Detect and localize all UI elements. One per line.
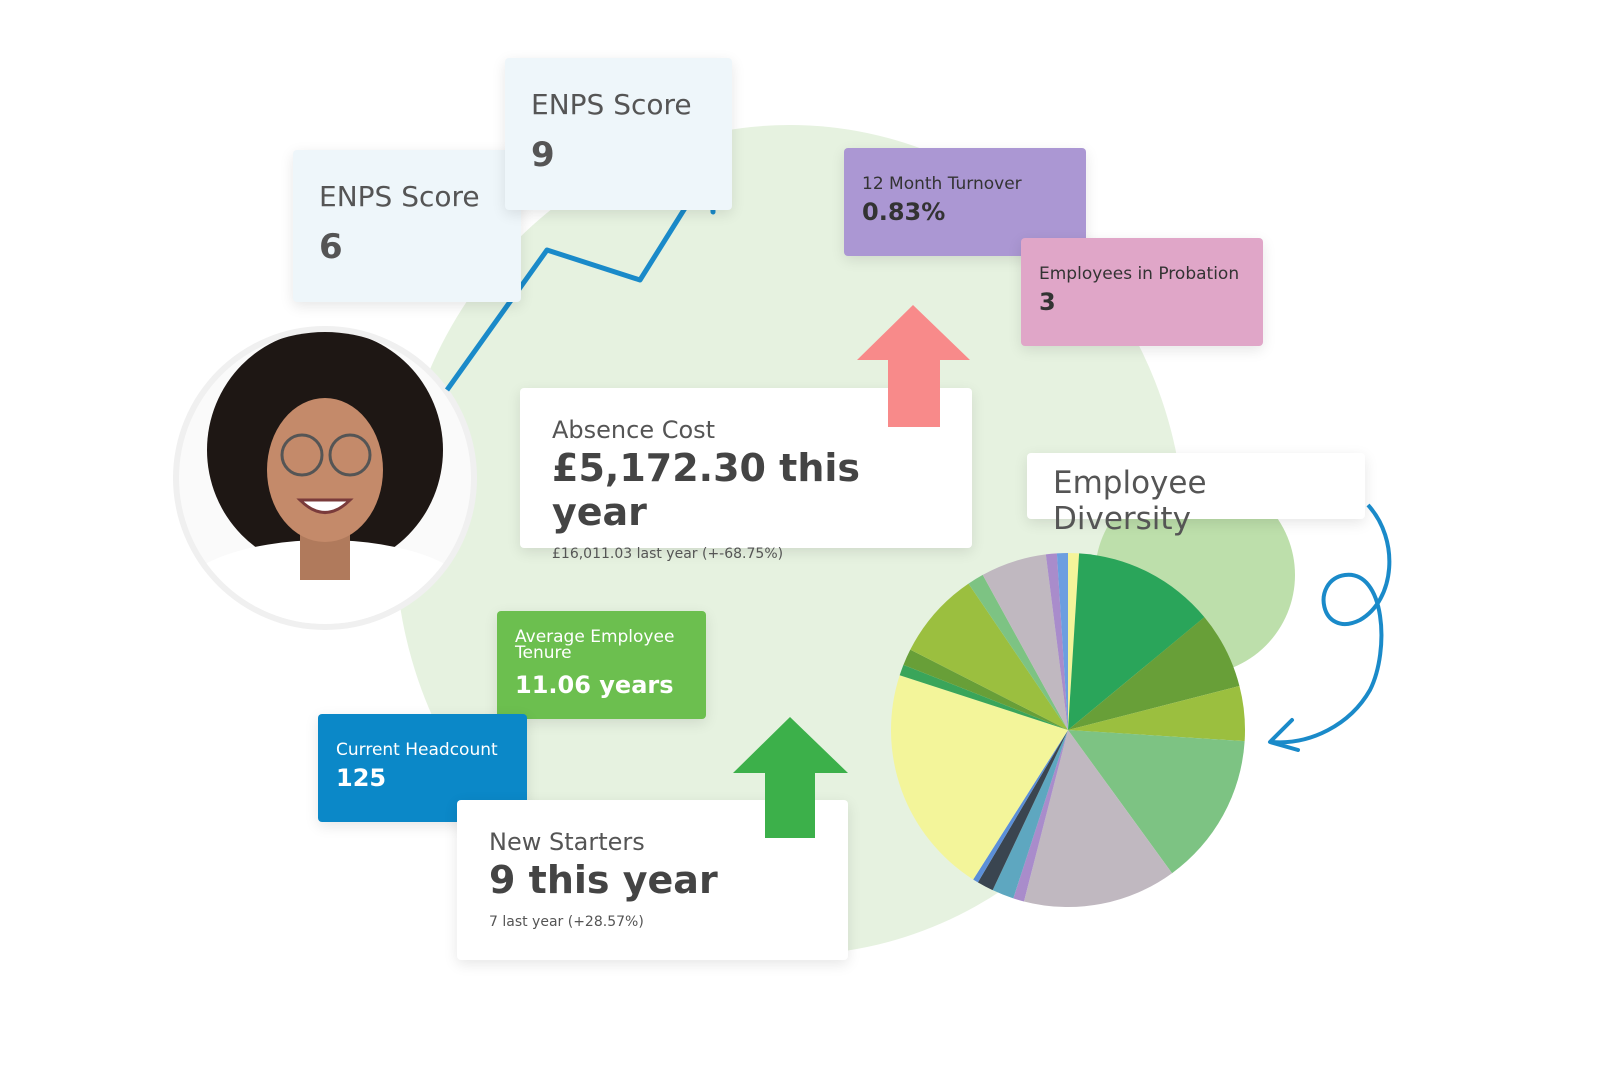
card-note: £16,011.03 last year (+-68.75%) (552, 546, 784, 562)
shirt (179, 540, 471, 624)
card-value: £5,172.30 this year (552, 446, 861, 534)
card-value: 9 (531, 135, 555, 175)
tenure-card: Average Employee Tenure 11.06 years (497, 611, 706, 719)
diversity-title-card: Employee Diversity (1027, 453, 1365, 537)
turnover-card: 12 Month Turnover 0.83% (844, 148, 1086, 256)
glasses-right (328, 433, 372, 477)
chart-title: Employee Diversity (1053, 465, 1207, 537)
card-value: 11.06 years (515, 671, 674, 699)
card-note: 7 last year (+28.57%) (489, 914, 644, 930)
card-value: 0.83% (862, 198, 946, 226)
glasses-left (280, 433, 324, 477)
trend-line (444, 163, 715, 392)
starters-card: New Starters 9 this year 7 last year (+2… (457, 800, 848, 960)
face (267, 398, 383, 542)
enps-previous-card: ENPS Score 6 (293, 150, 521, 302)
card-label: New Starters (489, 828, 645, 856)
card-label: Current Headcount (336, 740, 498, 760)
card-value: 6 (319, 227, 343, 267)
card-value: 125 (336, 764, 387, 792)
enps-current-card: ENPS Score 9 (505, 58, 732, 210)
card-value: 3 (1039, 288, 1056, 316)
card-label: Average Employee Tenure (515, 627, 675, 663)
card-label: ENPS Score (319, 180, 480, 213)
probation-card: Employees in Probation 3 (1021, 238, 1263, 346)
card-label: Employees in Probation (1039, 264, 1240, 284)
card-label: ENPS Score (531, 88, 692, 121)
absence-card: Absence Cost £5,172.30 this year £16,011… (520, 388, 972, 562)
smile (296, 498, 354, 514)
card-value: 9 this year (489, 858, 718, 902)
card-label: 12 Month Turnover (862, 174, 1022, 194)
portrait (173, 326, 477, 630)
card-label: Absence Cost (552, 416, 716, 444)
